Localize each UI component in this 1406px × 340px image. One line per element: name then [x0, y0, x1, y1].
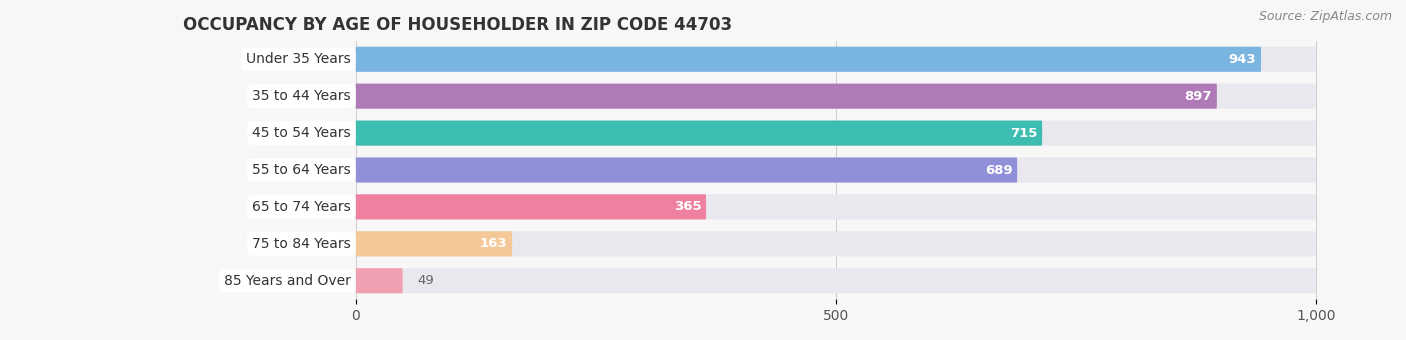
FancyBboxPatch shape [356, 157, 1316, 183]
FancyBboxPatch shape [356, 84, 1218, 109]
FancyBboxPatch shape [356, 268, 402, 293]
FancyBboxPatch shape [356, 47, 1261, 72]
Text: 943: 943 [1229, 53, 1257, 66]
FancyBboxPatch shape [356, 231, 512, 256]
Text: Under 35 Years: Under 35 Years [246, 52, 352, 66]
Text: 85 Years and Over: 85 Years and Over [224, 274, 352, 288]
Text: 75 to 84 Years: 75 to 84 Years [252, 237, 352, 251]
FancyBboxPatch shape [356, 194, 1316, 219]
Text: 45 to 54 Years: 45 to 54 Years [252, 126, 352, 140]
Text: 689: 689 [984, 164, 1012, 176]
Text: OCCUPANCY BY AGE OF HOUSEHOLDER IN ZIP CODE 44703: OCCUPANCY BY AGE OF HOUSEHOLDER IN ZIP C… [183, 16, 733, 34]
FancyBboxPatch shape [356, 84, 1316, 109]
FancyBboxPatch shape [356, 47, 1316, 72]
FancyBboxPatch shape [356, 157, 1017, 183]
FancyBboxPatch shape [356, 121, 1316, 146]
Text: 35 to 44 Years: 35 to 44 Years [252, 89, 352, 103]
Text: 163: 163 [479, 237, 508, 250]
FancyBboxPatch shape [356, 231, 1316, 256]
FancyBboxPatch shape [356, 194, 706, 219]
Text: 55 to 64 Years: 55 to 64 Years [252, 163, 352, 177]
Text: 49: 49 [418, 274, 434, 287]
FancyBboxPatch shape [356, 268, 1316, 293]
Text: Source: ZipAtlas.com: Source: ZipAtlas.com [1258, 10, 1392, 23]
FancyBboxPatch shape [356, 121, 1042, 146]
Text: 897: 897 [1185, 90, 1212, 103]
Text: 715: 715 [1010, 126, 1038, 140]
Text: 365: 365 [673, 200, 702, 214]
Text: 65 to 74 Years: 65 to 74 Years [252, 200, 352, 214]
